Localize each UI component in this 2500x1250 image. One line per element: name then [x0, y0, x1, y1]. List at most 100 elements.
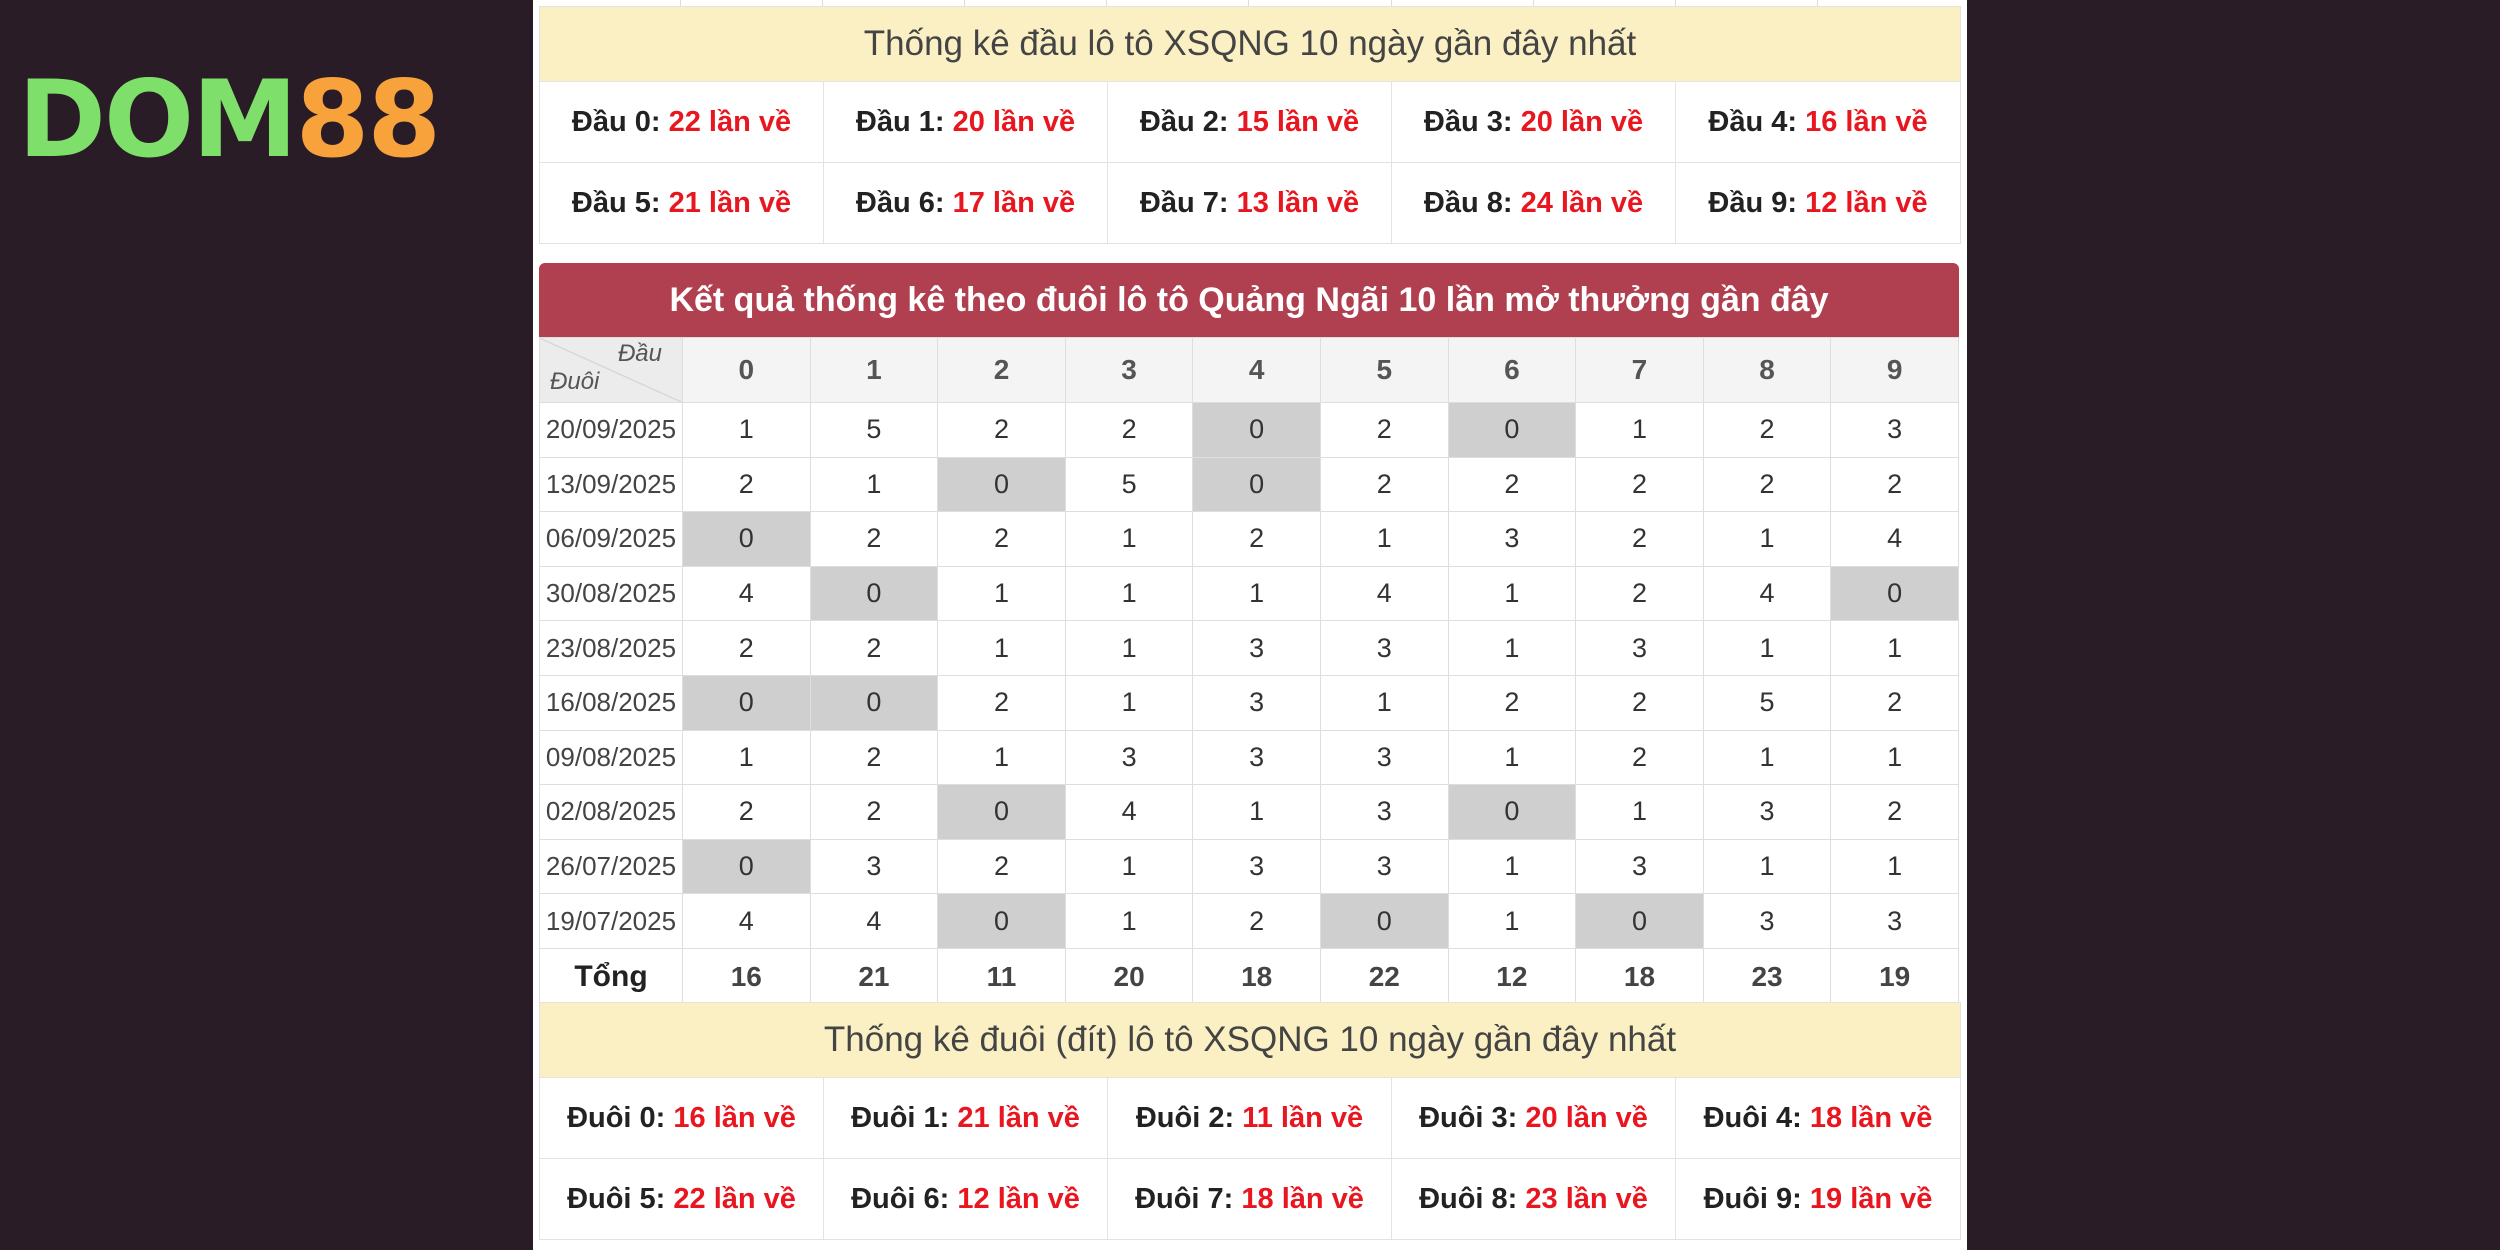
head-stat-label: Đầu 4: — [1708, 106, 1798, 138]
table-row: 06/09/2025 0 2 2 1 2 1 3 2 1 4 — [539, 511, 1959, 567]
total-cell: 12 — [1447, 947, 1577, 1006]
total-cell: 23 — [1702, 947, 1832, 1006]
tail-stat-value: 11 lần về — [1242, 1102, 1364, 1134]
head-stat-cell: Đầu 4: 16 lần về — [1676, 81, 1960, 162]
head-stat-value: 21 lần về — [668, 187, 792, 219]
table-cell: 0 — [1447, 784, 1577, 840]
tail-stat-value: 22 lần về — [673, 1183, 796, 1215]
table-cell: 4 — [809, 893, 939, 949]
table-corner-cell: Đầu Đuôi — [539, 337, 683, 403]
tail-stat-label: Đuôi 5: — [567, 1183, 666, 1215]
table-cell: 2 — [1702, 402, 1832, 458]
column-header: 2 — [937, 337, 1066, 403]
total-cell: 16 — [682, 947, 811, 1006]
tail-stat-value: 21 lần về — [957, 1102, 1080, 1134]
tail-stats-title: Thống kê đuôi (đít) lô tô XSQNG 10 ngày … — [540, 1003, 1960, 1077]
table-cell: 2 — [1447, 674, 1577, 731]
table-cell: 0 — [682, 838, 811, 895]
table-cell: 3 — [1064, 729, 1194, 786]
table-cell: 5 — [1064, 456, 1194, 513]
table-cell: 1 — [809, 456, 939, 513]
dom88-logo[interactable]: DOM88 — [18, 67, 441, 173]
table-cell: 4 — [1702, 565, 1832, 622]
table-row: 20/09/2025 1 5 2 2 0 2 0 1 2 3 — [539, 402, 1959, 458]
table-cell: 5 — [1702, 674, 1832, 731]
tail-stat-label: Đuôi 0: — [567, 1102, 666, 1134]
table-cell: 1 — [1192, 565, 1321, 622]
previous-table-stub — [539, 0, 1959, 6]
row-date: 30/08/2025 — [539, 565, 683, 622]
row-date: 09/08/2025 — [539, 729, 683, 786]
tail-stat-cell: Đuôi 7: 18 lần về — [1108, 1158, 1392, 1239]
table-row: 19/07/2025 4 4 0 1 2 0 1 0 3 3 — [539, 893, 1959, 949]
table-cell: 2 — [1575, 565, 1704, 622]
table-cell: 3 — [1319, 620, 1449, 676]
table-cell: 2 — [1319, 402, 1449, 458]
column-header: 6 — [1447, 337, 1577, 403]
table-cell: 3 — [1575, 620, 1704, 676]
table-cell: 0 — [809, 674, 939, 731]
tail-stat-label: Đuôi 6: — [851, 1183, 950, 1215]
table-cell: 3 — [1830, 893, 1959, 949]
total-cell: 11 — [937, 947, 1066, 1006]
row-date: 23/08/2025 — [539, 620, 683, 676]
column-header: 3 — [1064, 337, 1194, 403]
tail-stat-value: 23 lần về — [1525, 1183, 1648, 1215]
total-cell: 22 — [1319, 947, 1449, 1006]
total-cell: 18 — [1575, 947, 1704, 1006]
table-row: 16/08/2025 0 0 2 1 3 1 2 2 5 2 — [539, 674, 1959, 731]
head-stat-value: 12 lần về — [1805, 187, 1928, 219]
tail-stat-value: 19 lần về — [1809, 1183, 1933, 1215]
tail-stats-block: Thống kê đuôi (đít) lô tô XSQNG 10 ngày … — [539, 1002, 1961, 1240]
table-cell: 1 — [1064, 893, 1194, 949]
head-stat-value: 16 lần về — [1805, 106, 1928, 138]
table-cell: 2 — [1447, 456, 1577, 513]
column-header: 5 — [1319, 337, 1449, 403]
tail-stat-label: Đuôi 9: — [1703, 1183, 1802, 1215]
table-cell: 1 — [682, 402, 811, 458]
table-cell: 3 — [1447, 511, 1577, 567]
table-cell: 5 — [809, 402, 939, 458]
table-row: 09/08/2025 1 2 1 3 3 3 1 2 1 1 — [539, 729, 1959, 786]
head-stat-value: 20 lần về — [952, 106, 1076, 138]
tail-stat-label: Đuôi 8: — [1419, 1183, 1518, 1215]
head-stat-value: 20 lần về — [1520, 106, 1644, 138]
table-cell: 1 — [1575, 784, 1704, 840]
head-stat-label: Đầu 6: — [855, 187, 945, 219]
table-cell: 3 — [1575, 838, 1704, 895]
row-date: 06/09/2025 — [539, 511, 683, 567]
column-header: 8 — [1702, 337, 1832, 403]
content-panel: Thống kê đầu lô tô XSQNG 10 ngày gần đây… — [533, 0, 1967, 1250]
table-cell: 2 — [682, 784, 811, 840]
table-cell: 1 — [1064, 838, 1194, 895]
head-stat-value: 22 lần về — [668, 106, 792, 138]
total-cell: 19 — [1830, 947, 1959, 1006]
head-stat-label: Đầu 9: — [1708, 187, 1798, 219]
table-cell: 3 — [1192, 838, 1321, 895]
head-stat-cell: Đầu 5: 21 lần về — [540, 162, 824, 243]
head-stat-value: 17 lần về — [952, 187, 1076, 219]
total-cell: 21 — [809, 947, 939, 1006]
table-cell: 3 — [1319, 729, 1449, 786]
table-cell: 2 — [937, 402, 1066, 458]
table-cell: 1 — [1702, 729, 1832, 786]
table-cell: 3 — [809, 838, 939, 895]
head-stat-cell: Đầu 7: 13 lần về — [1108, 162, 1392, 243]
head-stat-label: Đầu 2: — [1139, 106, 1229, 138]
table-cell: 0 — [682, 511, 811, 567]
table-cell: 4 — [682, 893, 811, 949]
table-cell: 1 — [1447, 620, 1577, 676]
table-row: 30/08/2025 4 0 1 1 1 4 1 2 4 0 — [539, 565, 1959, 622]
tail-stats-grid: Đuôi 0: 16 lần về Đuôi 1: 21 lần về Đuôi 2… — [540, 1077, 1960, 1239]
total-row: Tổng 16 21 11 20 18 22 12 18 23 19 — [539, 947, 1959, 1006]
tail-stat-label: Đuôi 3: — [1419, 1102, 1518, 1134]
table-cell: 1 — [1447, 838, 1577, 895]
head-stat-cell: Đầu 9: 12 lần về — [1676, 162, 1960, 243]
table-cell: 0 — [1192, 456, 1321, 513]
row-date: 26/07/2025 — [539, 838, 683, 895]
table-cell: 4 — [1830, 511, 1959, 567]
table-cell: 1 — [1447, 565, 1577, 622]
table-cell: 4 — [1064, 784, 1194, 840]
head-stat-label: Đầu 7: — [1139, 187, 1229, 219]
table-cell: 4 — [682, 565, 811, 622]
